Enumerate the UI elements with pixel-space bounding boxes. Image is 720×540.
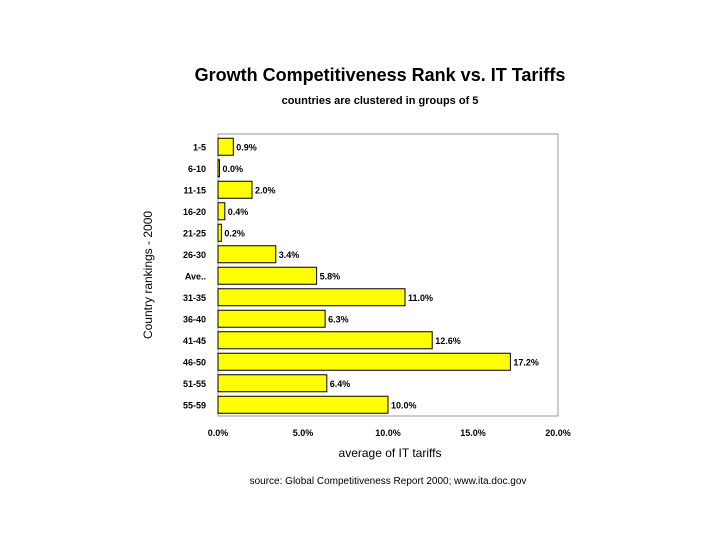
x-tick-label: 10.0%: [375, 428, 401, 438]
bar: [217, 395, 389, 414]
category-label: 36-40: [183, 314, 206, 324]
x-tick-label: 20.0%: [545, 428, 571, 438]
bar: [217, 374, 328, 393]
bar: [217, 352, 511, 371]
source-note: source: Global Competitiveness Report 20…: [249, 476, 527, 487]
value-label: 10.0%: [391, 400, 417, 410]
bar: [217, 137, 234, 156]
category-label: 11-15: [183, 185, 206, 195]
category-label: Ave..: [185, 271, 206, 281]
bar: [217, 202, 226, 221]
bar: [217, 288, 406, 307]
category-label: 46-50: [183, 357, 206, 367]
bar: [217, 266, 318, 285]
y-axis-label: Country rankings - 2000: [141, 211, 155, 339]
value-label: 5.8%: [320, 271, 341, 281]
category-label: 41-45: [183, 336, 206, 346]
value-label: 0.0%: [223, 164, 244, 174]
x-tick-label: 0.0%: [208, 428, 229, 438]
category-label: 1-5: [193, 142, 206, 152]
value-label: 2.0%: [255, 185, 276, 195]
category-label: 16-20: [183, 207, 206, 217]
value-label: 17.2%: [513, 357, 539, 367]
bar: [217, 180, 253, 199]
bar: [217, 309, 326, 328]
value-label: 0.9%: [236, 142, 257, 152]
category-label: 21-25: [183, 228, 206, 238]
bar: [217, 159, 220, 178]
chart-subtitle: countries are clustered in groups of 5: [281, 95, 479, 107]
value-label: 3.4%: [279, 250, 300, 260]
value-label: 12.6%: [435, 336, 461, 346]
value-label: 6.3%: [328, 314, 349, 324]
value-label: 0.2%: [224, 228, 245, 238]
value-label: 11.0%: [408, 293, 433, 303]
category-label: 31-35: [183, 293, 206, 303]
category-label: 6-10: [188, 164, 206, 174]
category-label: 51-55: [183, 379, 206, 389]
bar: [217, 331, 433, 350]
category-label: 55-59: [183, 400, 206, 410]
chart-title: Growth Competitiveness Rank vs. IT Tarif…: [194, 65, 566, 85]
value-label: 0.4%: [228, 207, 249, 217]
x-axis-label: average of IT tariffs: [339, 446, 442, 460]
bar: [217, 245, 277, 264]
value-label: 6.4%: [330, 379, 351, 389]
x-tick-label: 5.0%: [293, 428, 314, 438]
category-label: 26-30: [183, 250, 206, 260]
x-tick-label: 15.0%: [460, 428, 486, 438]
bar: [217, 223, 222, 242]
